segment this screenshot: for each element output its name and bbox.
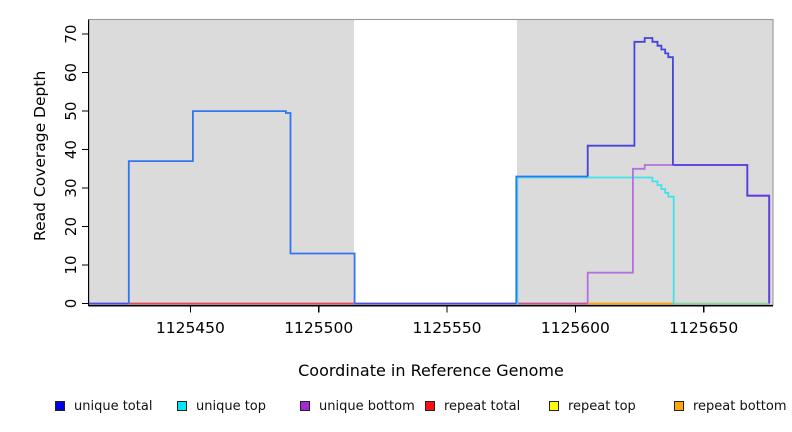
legend-item-unique-bottom: unique bottom bbox=[300, 397, 415, 415]
x-tick-label: 1125650 bbox=[669, 319, 738, 337]
legend-item-unique-total: unique total bbox=[55, 397, 152, 415]
legend-item-repeat-bottom: repeat bottom bbox=[674, 397, 787, 415]
y-tick-label: 20 bbox=[62, 217, 80, 236]
series-unique-top bbox=[516, 176, 675, 305]
legend-item-repeat-total: repeat total bbox=[425, 397, 520, 415]
y-tick-label: 30 bbox=[62, 179, 80, 198]
legend-item-repeat-top: repeat top bbox=[549, 397, 636, 415]
series-unique-total bbox=[127, 110, 356, 304]
legend-label-unique-bottom: unique bottom bbox=[319, 398, 415, 414]
legend-label-repeat-bottom: repeat bottom bbox=[693, 398, 787, 414]
y-tick-label: 40 bbox=[62, 140, 80, 159]
x-axis-title: Coordinate in Reference Genome bbox=[298, 361, 564, 380]
x-tick-label: 1125450 bbox=[156, 319, 225, 337]
legend-label-repeat-total: repeat total bbox=[444, 398, 521, 414]
series-unique-total bbox=[672, 164, 771, 304]
legend-swatch-unique-bottom bbox=[300, 401, 310, 411]
legend-label-unique-top: unique top bbox=[196, 398, 267, 414]
legend-swatch-unique-total bbox=[55, 401, 65, 411]
legend-swatch-repeat-top bbox=[549, 401, 559, 411]
shaded-left bbox=[89, 19, 355, 305]
y-tick-label: 0 bbox=[62, 299, 80, 309]
x-tick-label: 1125500 bbox=[284, 319, 353, 337]
legend-item-unique-top: unique top bbox=[177, 397, 266, 415]
y-tick-label: 50 bbox=[62, 102, 80, 121]
legend-swatch-unique-top bbox=[177, 401, 187, 411]
legend: unique total unique top unique bottom re… bbox=[0, 397, 792, 419]
shaded-right bbox=[517, 19, 773, 305]
x-tick-label: 1125550 bbox=[413, 319, 482, 337]
legend-swatch-repeat-bottom bbox=[674, 401, 684, 411]
series-unique-total bbox=[586, 37, 674, 177]
x-tick-label: 1125600 bbox=[541, 319, 610, 337]
legend-label-repeat-top: repeat top bbox=[568, 398, 636, 414]
legend-label-unique-total: unique total bbox=[74, 398, 153, 414]
y-tick-label: 60 bbox=[62, 63, 80, 82]
y-tick-label: 70 bbox=[62, 25, 80, 44]
legend-swatch-repeat-total bbox=[425, 401, 435, 411]
y-tick-label: 10 bbox=[62, 255, 80, 274]
series-unique-total bbox=[515, 175, 588, 304]
y-axis-title: Read Coverage Depth bbox=[31, 70, 49, 241]
